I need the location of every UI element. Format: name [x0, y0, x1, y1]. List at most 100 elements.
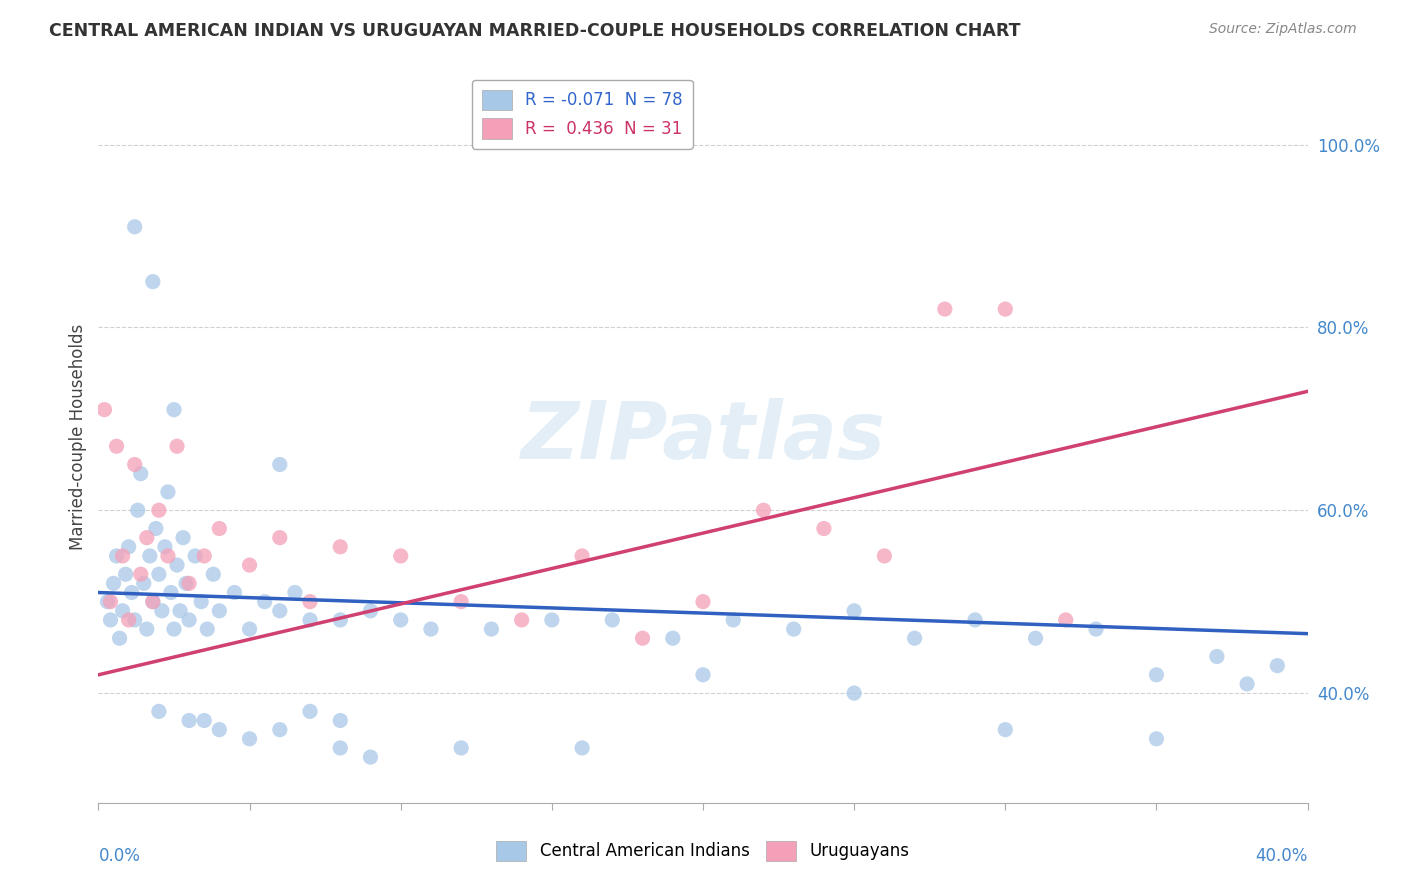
- Point: [129, 567, 152, 582]
- Point: [142, 594, 165, 608]
- Point: [153, 540, 176, 554]
- Point: [179, 613, 201, 627]
- Point: [329, 740, 352, 755]
- Point: [156, 485, 179, 500]
- Point: [148, 503, 170, 517]
- Point: [510, 613, 533, 627]
- Point: [602, 613, 624, 627]
- Y-axis label: Married-couple Households: Married-couple Households: [69, 324, 87, 550]
- Point: [166, 439, 188, 453]
- Point: [389, 613, 412, 627]
- Point: [193, 714, 215, 728]
- Point: [208, 521, 231, 535]
- Point: [96, 594, 118, 608]
- Point: [329, 714, 352, 728]
- Point: [208, 604, 231, 618]
- Point: [360, 604, 382, 618]
- Point: [420, 622, 443, 636]
- Point: [783, 622, 806, 636]
- Point: [269, 458, 291, 472]
- Point: [108, 632, 131, 646]
- Point: [269, 531, 291, 545]
- Point: [148, 705, 170, 719]
- Point: [1267, 658, 1289, 673]
- Point: [873, 549, 896, 563]
- Point: [844, 604, 866, 618]
- Point: [571, 549, 593, 563]
- Point: [93, 402, 115, 417]
- Point: [142, 594, 165, 608]
- Point: [114, 567, 136, 582]
- Point: [284, 585, 307, 599]
- Point: [752, 503, 775, 517]
- Point: [692, 594, 714, 608]
- Point: [389, 549, 412, 563]
- Point: [139, 549, 162, 563]
- Point: [156, 549, 179, 563]
- Point: [1206, 649, 1229, 664]
- Point: [813, 521, 835, 535]
- Point: [269, 604, 291, 618]
- Point: [179, 714, 201, 728]
- Point: [934, 301, 956, 317]
- Point: [105, 439, 128, 453]
- Text: 40.0%: 40.0%: [1256, 847, 1308, 864]
- Point: [224, 585, 246, 599]
- Legend: Central American Indians, Uruguayans: Central American Indians, Uruguayans: [489, 834, 917, 868]
- Point: [163, 622, 186, 636]
- Point: [661, 632, 683, 646]
- Point: [193, 549, 215, 563]
- Point: [195, 622, 218, 636]
- Point: [1085, 622, 1108, 636]
- Point: [179, 576, 201, 591]
- Point: [150, 604, 173, 618]
- Point: [172, 531, 194, 545]
- Point: [111, 604, 134, 618]
- Point: [239, 622, 262, 636]
- Point: [124, 458, 146, 472]
- Point: [253, 594, 276, 608]
- Point: [329, 540, 352, 554]
- Point: [118, 613, 141, 627]
- Point: [166, 558, 188, 573]
- Point: [169, 604, 191, 618]
- Point: [965, 613, 987, 627]
- Text: 0.0%: 0.0%: [98, 847, 141, 864]
- Point: [692, 667, 714, 681]
- Point: [1146, 731, 1168, 746]
- Point: [723, 613, 745, 627]
- Point: [148, 567, 170, 582]
- Point: [994, 301, 1017, 317]
- Text: CENTRAL AMERICAN INDIAN VS URUGUAYAN MARRIED-COUPLE HOUSEHOLDS CORRELATION CHART: CENTRAL AMERICAN INDIAN VS URUGUAYAN MAR…: [49, 22, 1021, 40]
- Point: [208, 723, 231, 737]
- Point: [1024, 632, 1046, 646]
- Point: [1054, 613, 1077, 627]
- Point: [129, 467, 152, 481]
- Text: Source: ZipAtlas.com: Source: ZipAtlas.com: [1209, 22, 1357, 37]
- Point: [174, 576, 197, 591]
- Point: [105, 549, 128, 563]
- Point: [299, 594, 322, 608]
- Point: [1146, 667, 1168, 681]
- Point: [135, 531, 157, 545]
- Point: [145, 521, 167, 535]
- Point: [124, 613, 146, 627]
- Point: [103, 576, 125, 591]
- Point: [118, 540, 141, 554]
- Point: [904, 632, 927, 646]
- Point: [202, 567, 225, 582]
- Point: [450, 740, 472, 755]
- Point: [631, 632, 654, 646]
- Point: [269, 723, 291, 737]
- Point: [299, 613, 322, 627]
- Point: [239, 731, 262, 746]
- Point: [132, 576, 155, 591]
- Point: [100, 594, 122, 608]
- Point: [450, 594, 472, 608]
- Point: [239, 558, 262, 573]
- Point: [994, 723, 1017, 737]
- Point: [329, 613, 352, 627]
- Point: [100, 613, 122, 627]
- Point: [142, 275, 165, 289]
- Point: [160, 585, 183, 599]
